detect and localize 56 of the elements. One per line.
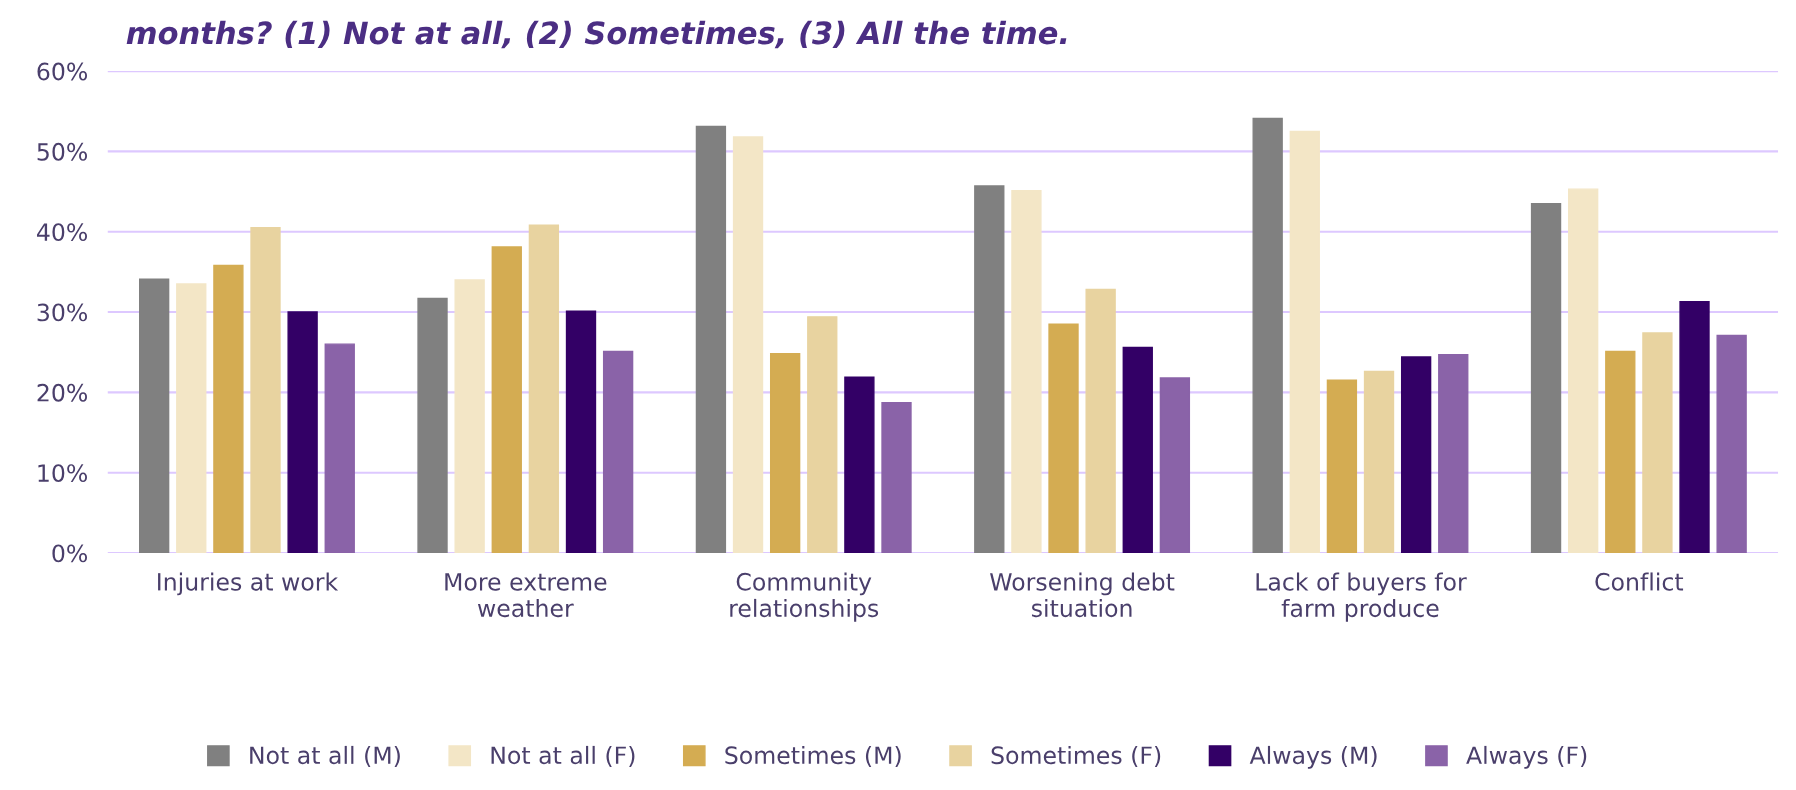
x-tick-label: More extreme weather [445,573,607,618]
y-tick-label: 60% [37,62,88,81]
bar [417,297,448,553]
bar [695,125,727,553]
bar [324,343,355,553]
bar [769,353,801,553]
y-tick-label: 0% [52,544,88,563]
bar [807,316,838,553]
legend-label: Always (M) [1249,745,1377,769]
bar [844,376,875,553]
y-tick-label: 10% [38,464,88,482]
bar [881,402,912,553]
bar [1605,350,1636,553]
x-tick-label: Conflict [1595,572,1684,591]
bar [974,185,1005,553]
bar [138,278,170,553]
bar [1400,356,1432,553]
bar [491,246,522,553]
x-tick-label: Lack of buyers for farm produce [1256,572,1467,622]
bar [287,311,318,553]
y-tick-label: 50% [37,142,88,161]
legend-label: Not at all (M) [250,745,400,767]
bar [1159,377,1191,553]
bar [1048,323,1079,553]
bar [1363,370,1395,553]
bar [454,279,485,553]
bar [1438,353,1469,553]
y-tick-label: 30% [37,303,88,322]
y-tick-label: 40% [36,223,88,242]
bar [1642,332,1673,553]
bar [1679,300,1710,553]
bar [1530,202,1562,553]
bar [565,310,597,553]
bar [602,350,634,553]
legend-label: Sometimes (F) [991,745,1161,767]
x-tick-label: Community relationships [730,572,879,622]
bar [1085,288,1116,553]
bar [1289,130,1320,553]
bar [176,283,207,553]
bar [1326,379,1358,553]
bar [1716,334,1747,553]
legend-label: Sometimes (M) [725,745,901,767]
legend-label: Not at all (F) [491,745,635,767]
chart-title: months? (1) Not at all, (2) Sometimes, (3) All the time. [126,20,1067,49]
x-tick-label: Worsening debt situation [990,572,1175,618]
bar [732,136,764,553]
legend-label: Always (F) [1466,745,1587,769]
y-tick-label: 20% [37,383,88,402]
bar [1122,346,1153,553]
bar [250,227,281,553]
bar [213,264,244,553]
bar [1568,188,1599,553]
bar [1252,117,1283,553]
bar [528,224,560,553]
bar [1011,190,1042,553]
x-tick-label: Injuries at work [158,572,339,596]
